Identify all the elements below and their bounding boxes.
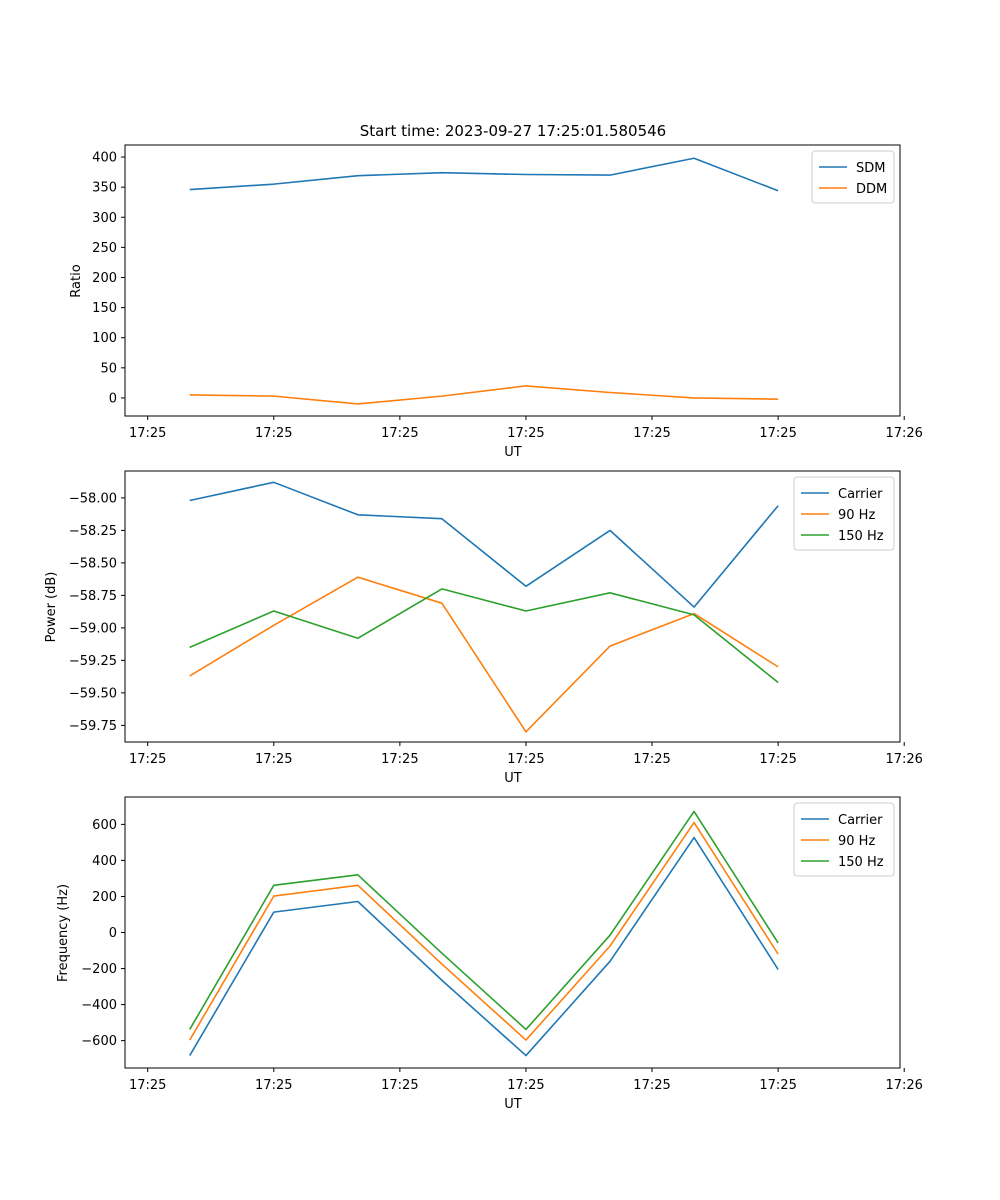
ratio-x-tick-label: 17:25 xyxy=(129,426,166,441)
ratio-x-tick-label: 17:25 xyxy=(759,426,796,441)
power-y-axis-label: Power (dB) xyxy=(44,572,59,643)
power-x-tick-label: 17:25 xyxy=(129,752,166,767)
frequency-legend-label-150-hz: 150 Hz xyxy=(838,855,884,870)
ratio-y-tick-label: 350 xyxy=(92,181,117,196)
frequency-legend-label-90-hz: 90 Hz xyxy=(838,834,875,849)
power-series-90-hz-line xyxy=(189,576,779,733)
ratio-y-tick-label: 300 xyxy=(92,211,117,226)
frequency-x-tick-label: 17:25 xyxy=(507,1078,544,1093)
ratio-x-ticks: 17:25 17:25 17:25 17:25 17:25 17:25 17:26 xyxy=(129,416,923,441)
power-y-tick-label: −59.00 xyxy=(69,621,117,636)
power-x-tick-label: 17:25 xyxy=(759,752,796,767)
power-y-tick-label: −59.75 xyxy=(69,719,117,734)
power-y-tick-label: −59.50 xyxy=(69,686,117,701)
frequency-x-axis-label: UT xyxy=(504,1097,522,1112)
frequency-x-tick-label: 17:25 xyxy=(633,1078,670,1093)
ratio-series-ddm-line xyxy=(189,385,779,405)
ratio-legend-label-ddm: DDM xyxy=(856,182,887,197)
power-x-tick-label: 17:25 xyxy=(255,752,292,767)
frequency-y-axis-label: Frequency (Hz) xyxy=(56,884,71,982)
power-axes-frame xyxy=(124,470,901,743)
ratio-y-tick-label: 200 xyxy=(92,271,117,286)
ratio-series-layer xyxy=(189,157,779,405)
frequency-series-layer xyxy=(189,810,779,1057)
frequency-y-ticks: −600 −400 −200 0 200 400 600 xyxy=(81,818,125,1049)
ratio-axes-frame xyxy=(124,144,901,417)
frequency-legend: Carrier 90 Hz 150 Hz xyxy=(793,802,895,877)
power-y-tick-label: −58.75 xyxy=(69,589,117,604)
ratio-x-tick-label: 17:26 xyxy=(885,426,922,441)
ratio-x-tick-label: 17:25 xyxy=(507,426,544,441)
ratio-x-axis-label: UT xyxy=(504,445,522,460)
power-y-tick-label: −58.25 xyxy=(69,524,117,539)
frequency-y-tick-label: −200 xyxy=(81,962,117,977)
frequency-x-ticks: 17:25 17:25 17:25 17:25 17:25 17:25 17:26 xyxy=(129,1068,923,1093)
frequency-series-90-hz-line xyxy=(189,821,779,1041)
power-y-tick-label: −59.25 xyxy=(69,654,117,669)
power-chart: −58.00 −58.25 −58.50 −58.75 −59.00 −59.25 −59.… xyxy=(44,470,923,786)
frequency-x-tick-label: 17:25 xyxy=(255,1078,292,1093)
power-x-tick-label: 17:26 xyxy=(885,752,922,767)
frequency-y-tick-label: 0 xyxy=(109,926,117,941)
power-series-layer xyxy=(189,481,779,733)
frequency-series-carrier-line xyxy=(189,836,779,1057)
power-x-tick-label: 17:25 xyxy=(633,752,670,767)
ratio-y-tick-label: 0 xyxy=(109,391,117,406)
ratio-y-tick-label: 250 xyxy=(92,241,117,256)
ratio-legend-label-sdm: SDM xyxy=(856,161,885,176)
frequency-x-tick-label: 17:25 xyxy=(381,1078,418,1093)
power-plot-area xyxy=(124,470,901,743)
frequency-y-tick-label: −600 xyxy=(81,1034,117,1049)
frequency-x-tick-label: 17:25 xyxy=(129,1078,166,1093)
frequency-legend-box xyxy=(793,802,895,877)
power-series-150-hz-line xyxy=(189,588,779,684)
frequency-y-tick-label: 600 xyxy=(92,818,117,833)
ratio-y-axis-label: Ratio xyxy=(69,264,84,297)
power-legend: Carrier 90 Hz 150 Hz xyxy=(793,476,895,551)
ratio-y-ticks: 0 50 100 150 200 250 300 350 400 xyxy=(92,151,125,406)
ratio-y-tick-label: 100 xyxy=(92,331,117,346)
ratio-x-tick-label: 17:25 xyxy=(255,426,292,441)
frequency-legend-label-carrier: Carrier xyxy=(838,813,883,828)
power-x-tick-label: 17:25 xyxy=(381,752,418,767)
power-legend-box xyxy=(793,476,895,551)
ratio-legend: SDM DDM xyxy=(811,150,895,204)
ratio-legend-box xyxy=(811,150,895,204)
figure-title: Start time: 2023-09-27 17:25:01.580546 xyxy=(360,122,666,140)
ratio-series-sdm-line xyxy=(189,157,779,192)
power-y-tick-label: −58.00 xyxy=(69,491,117,506)
ratio-y-tick-label: 400 xyxy=(92,151,117,166)
power-x-axis-label: UT xyxy=(504,771,522,786)
ratio-x-tick-label: 17:25 xyxy=(381,426,418,441)
ratio-y-tick-label: 50 xyxy=(100,361,117,376)
frequency-x-tick-label: 17:25 xyxy=(759,1078,796,1093)
frequency-series-150-hz-line xyxy=(189,810,779,1031)
power-legend-label-150-hz: 150 Hz xyxy=(838,529,884,544)
ratio-y-tick-label: 150 xyxy=(92,301,117,316)
power-legend-label-carrier: Carrier xyxy=(838,487,883,502)
power-y-ticks: −58.00 −58.25 −58.50 −58.75 −59.00 −59.25 −59.… xyxy=(69,491,125,734)
power-y-tick-label: −58.50 xyxy=(69,556,117,571)
power-x-tick-label: 17:25 xyxy=(507,752,544,767)
power-legend-label-90-hz: 90 Hz xyxy=(838,508,875,523)
frequency-y-tick-label: 400 xyxy=(92,854,117,869)
power-series-carrier-line xyxy=(189,481,779,608)
ratio-plot-area xyxy=(124,144,901,417)
frequency-y-tick-label: 200 xyxy=(92,890,117,905)
frequency-x-tick-label: 17:26 xyxy=(885,1078,922,1093)
ratio-x-tick-label: 17:25 xyxy=(633,426,670,441)
power-x-ticks: 17:25 17:25 17:25 17:25 17:25 17:25 17:26 xyxy=(129,742,923,767)
frequency-y-tick-label: −400 xyxy=(81,998,117,1013)
